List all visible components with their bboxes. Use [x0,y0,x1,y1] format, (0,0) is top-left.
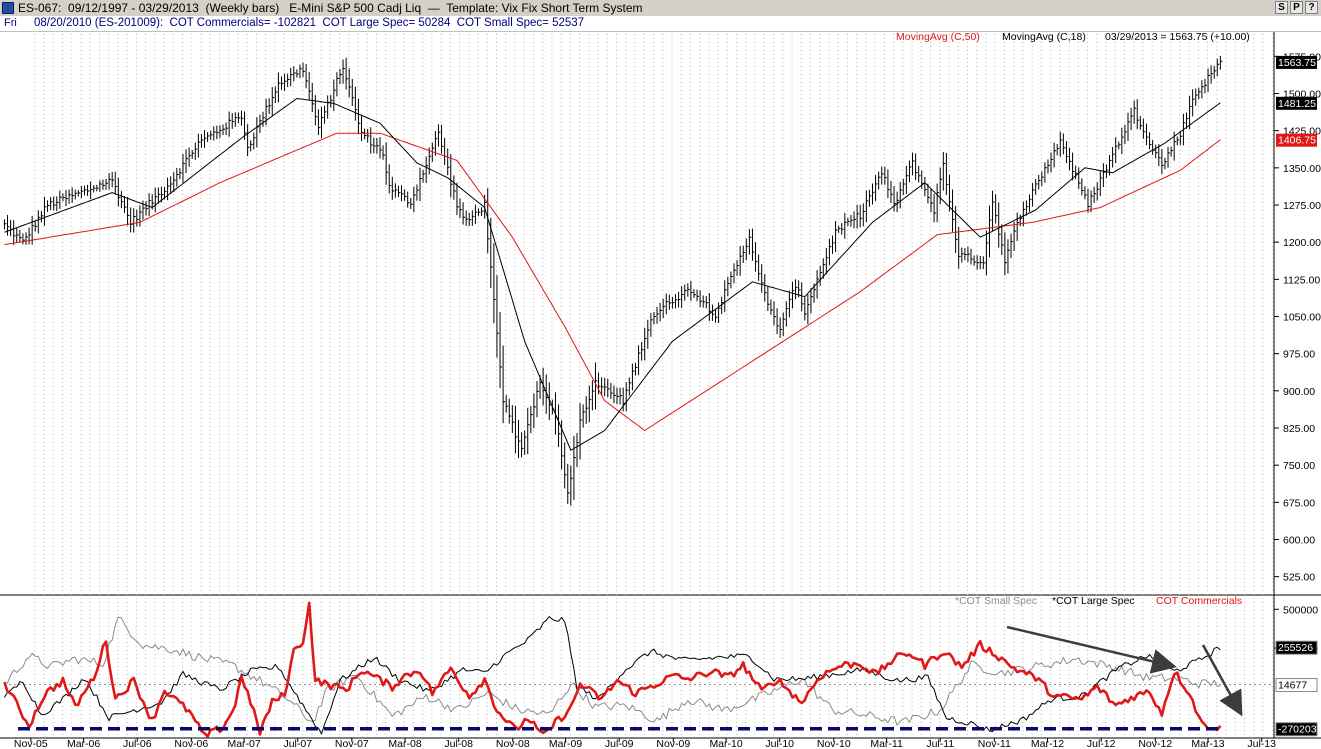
price-tick-label: 1050.00 [1283,312,1321,324]
date-tick-label: Nov-07 [335,738,369,749]
cot-value-tag-cot_large_spec [1275,640,1318,655]
p-button[interactable]: P [1290,1,1303,14]
date-tick-label: Mar-13 [1191,738,1224,749]
value-tag-label: 1563.75 [1278,57,1316,69]
date-tick-label: Jul-09 [605,738,634,749]
date-tick-label: Mar-11 [870,738,903,749]
price-tick-label: 600.00 [1283,534,1315,546]
s-button[interactable]: S [1275,1,1288,14]
info-bar: Fri 08/20/2010 (ES-201009): COT Commerci… [0,16,1321,32]
date-tick-label: Jul-08 [444,738,473,749]
price-panel [0,32,1274,594]
price-tick-label: 1350.00 [1283,163,1321,175]
price-tick-label: 525.00 [1283,572,1315,584]
cot-legend-cot_small_spec: *COT Small Spec [955,595,1037,607]
date-tick-label: Nov-11 [978,738,1011,749]
chart-area[interactable]: 525.00 600.00 675.00 750.00 825.00 900.00 975.… [0,32,1321,749]
value-tag-ma50 [1276,133,1317,147]
date-tick-label: Jul-12 [1087,738,1116,749]
date-tick-label: Jul-07 [283,738,312,749]
price-tick-label: 900.00 [1283,386,1315,398]
value-tag-ma18 [1276,96,1317,110]
date-tick-label: Jul-13 [1247,738,1276,749]
legend-ma18: MovingAvg (C,18) [1002,32,1086,43]
cot-info-text: 08/20/2010 (ES-201009): COT Commercials=… [34,17,585,29]
date-tick-label: Nov-08 [496,738,530,749]
trend-arrow-2 [1201,644,1243,717]
date-tick-label: Mar-09 [549,738,582,749]
value-tag-label: 1406.75 [1278,135,1316,147]
date-tick-label: Jul-11 [926,738,954,749]
cot-commercials-line [3,601,1222,738]
cot-value-tag-label: 14677 [1278,680,1307,692]
moving-average-50-line [4,132,1221,431]
price-tick-label: 1125.00 [1283,274,1320,286]
app-icon [2,2,14,14]
window-title-bar: ES-067: 09/12/1997 - 03/29/2013 (Weekly … [0,0,1321,17]
value-tag-price [1276,55,1317,69]
cot-large-spec-line [3,616,1221,735]
cot-value-tag-label: 255526 [1278,642,1313,654]
date-tick-label: Nov-10 [817,738,851,749]
help-button[interactable]: ? [1305,1,1318,14]
value-tag-label: 1481.25 [1278,98,1316,110]
date-tick-label: Jul-06 [123,738,152,749]
price-tick-label: 825.00 [1283,423,1315,435]
date-tick-label: Mar-07 [227,738,260,749]
moving-average-18-line [4,98,1221,451]
cot-value-tag-dotted_reference [1275,678,1318,693]
price-tick-label: 675.00 [1283,497,1315,509]
date-tick-label: Mar-06 [67,738,100,749]
cot-legend-cot_commercials: COT Commercials [1156,595,1242,607]
cot-legend-cot_large_spec: *COT Large Spec [1052,595,1135,607]
date-tick-label: Mar-12 [1031,738,1064,749]
trend-arrow-1 [1006,625,1177,674]
date-tick-label: Nov-09 [656,738,690,749]
cot-tick-label: 500000 [1283,604,1318,616]
date-tick-label: Nov-06 [174,738,208,749]
date-tick-label: Nov-12 [1138,738,1172,749]
price-tick-label: 975.00 [1283,349,1315,361]
price-tick-label: 750.00 [1283,460,1315,472]
window-title: ES-067: 09/12/1997 - 03/29/2013 (Weekly … [18,1,643,15]
cot-value-tag-label: -270203 [1278,724,1317,736]
price-tick-label: 1425.00 [1283,126,1321,138]
legend-last-value: 03/29/2013 = 1563.75 (+10.00) [1105,32,1250,43]
date-tick-label: Mar-10 [709,738,742,749]
legend-ma50: MovingAvg (C,50) [896,32,980,43]
date-tick-label: Jul-10 [765,738,794,749]
date-tick-label: Mar-08 [388,738,421,749]
cot-value-tag-cot_commercials [1275,722,1318,737]
date-tick-label: Nov-05 [14,738,48,749]
cot-small-spec-line [4,616,1221,726]
price-tick-label: 1200.00 [1283,237,1321,249]
day-label: Fri [4,17,17,29]
price-tick-label: 1275.00 [1283,200,1321,212]
